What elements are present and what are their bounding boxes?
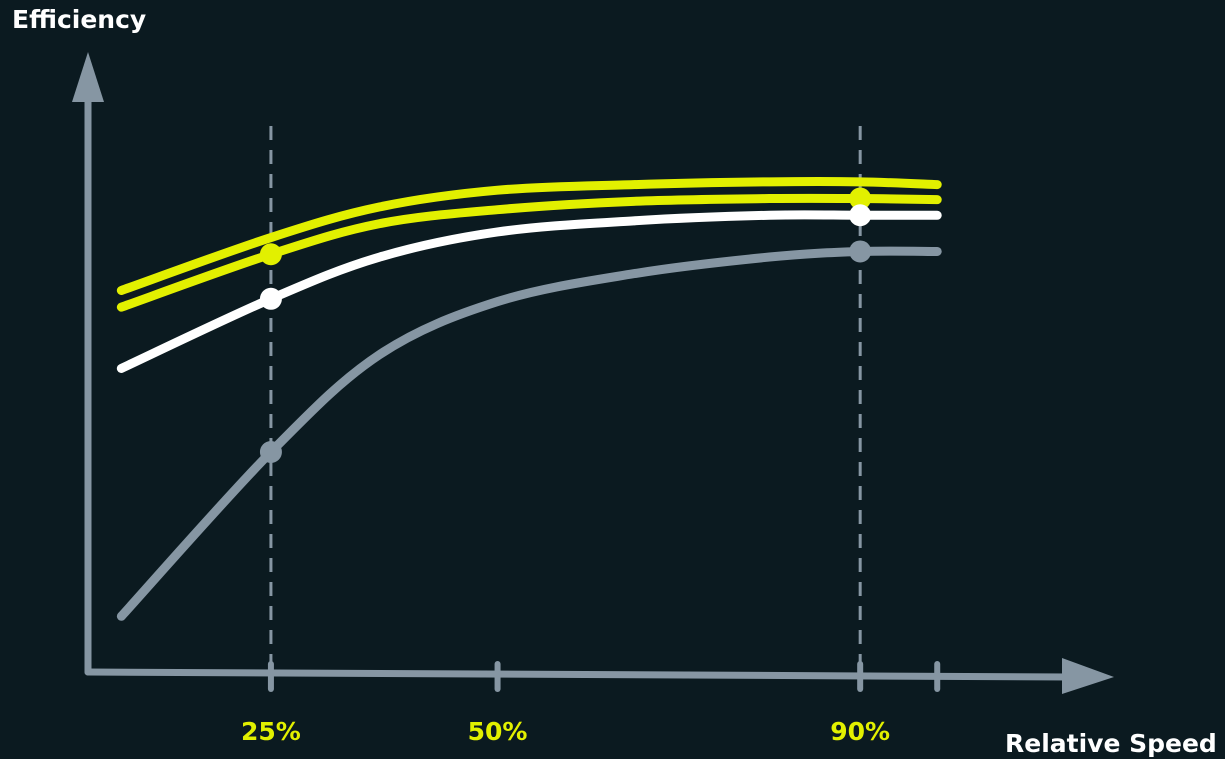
y-axis-label: Efficiency [12,5,146,34]
series-line-1 [116,176,942,295]
x-tick-label: 25% [241,717,301,746]
x-tick-labels: 25% 50% 90% [241,717,890,746]
series-2-marker [849,187,872,210]
x-tick-label: 50% [468,717,528,746]
series-3-marker [259,287,282,310]
series-4-marker [259,440,282,463]
x-axis-label: Relative Speed [1005,729,1217,758]
markers-group [259,187,872,463]
series-line-4 [116,246,942,621]
axes [72,52,1114,694]
guide-lines [269,126,862,690]
x-axis-line [84,668,1074,681]
series-2-marker [259,243,282,266]
series-group [116,176,942,621]
y-axis-arrowhead [72,52,104,102]
x-axis-arrowhead [1062,658,1114,694]
series-4-marker [849,240,872,263]
series-3-marker [849,204,872,227]
x-tick-label: 90% [830,717,890,746]
